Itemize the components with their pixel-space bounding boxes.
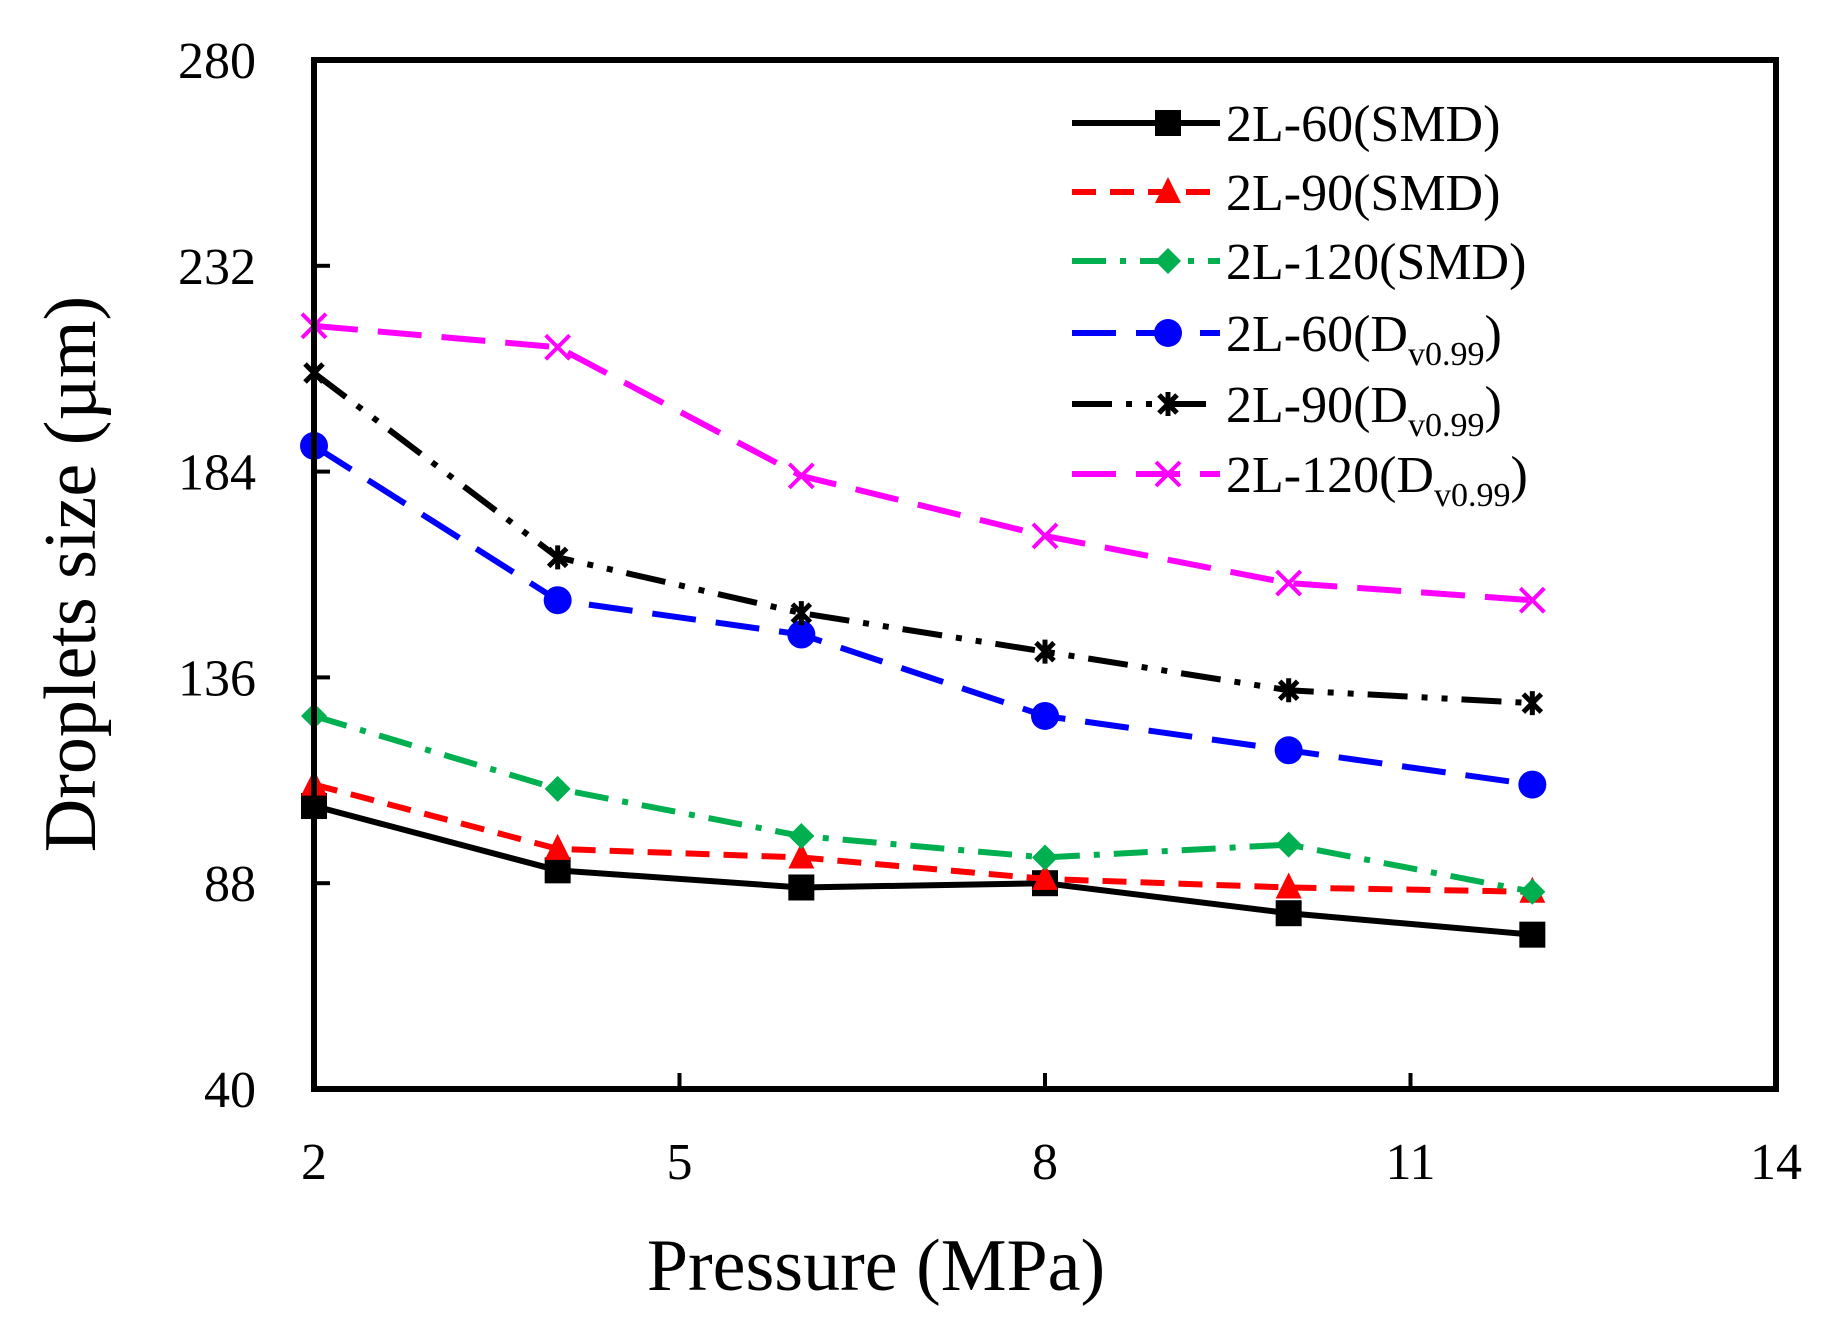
data-point bbox=[544, 333, 572, 361]
data-point bbox=[1518, 586, 1546, 614]
data-point bbox=[787, 620, 816, 649]
data-point bbox=[1031, 701, 1059, 730]
legend-label-subscript: v0.99 bbox=[1408, 336, 1485, 373]
data-point bbox=[788, 823, 815, 850]
legend-swatch-marker bbox=[1155, 177, 1181, 203]
legend-label-main: 2L-120(SMD) bbox=[1226, 234, 1526, 291]
legend-item: 2L-120(Dv0.99) bbox=[1072, 447, 1528, 514]
legend-item: 2L-90(Dv0.99) bbox=[1072, 377, 1502, 444]
data-point bbox=[1518, 770, 1547, 799]
legend-label-main: 2L-60(D bbox=[1226, 306, 1408, 363]
y-tick-label: 232 bbox=[178, 239, 256, 296]
data-point bbox=[1521, 691, 1544, 716]
legend-item: 2L-90(SMD) bbox=[1072, 165, 1500, 222]
x-tick-label: 2 bbox=[301, 1134, 327, 1191]
series-line bbox=[313, 713, 1533, 895]
data-point bbox=[788, 874, 815, 901]
y-axis-title: Droplets size (µm) bbox=[30, 296, 112, 852]
y-tick-label: 184 bbox=[178, 445, 256, 502]
y-axis: 40 88 136 184 232 280 bbox=[178, 33, 330, 1119]
series-3 bbox=[301, 702, 1546, 905]
data-point bbox=[1275, 900, 1302, 927]
series-line bbox=[312, 370, 1533, 707]
legend-label-end: ) bbox=[1510, 447, 1527, 504]
data-point bbox=[1275, 872, 1302, 899]
x-axis: 2 5 8 11 14 bbox=[301, 1073, 1802, 1191]
x-tick-label: 8 bbox=[1032, 1134, 1058, 1191]
series-4 bbox=[300, 431, 1547, 799]
data-point bbox=[1274, 736, 1303, 765]
data-point bbox=[1519, 878, 1546, 905]
data-point bbox=[1032, 844, 1058, 871]
x-tick-label: 5 bbox=[667, 1134, 693, 1191]
legend-label-end: ) bbox=[1484, 306, 1501, 363]
x-tick-label: 11 bbox=[1385, 1134, 1435, 1191]
data-point bbox=[543, 586, 572, 615]
data-point bbox=[790, 601, 813, 626]
legend-label-end: ) bbox=[1484, 377, 1501, 434]
data-point bbox=[1519, 921, 1546, 948]
legend-swatch-marker bbox=[1155, 110, 1181, 136]
data-point bbox=[1034, 639, 1056, 664]
data-point bbox=[1275, 831, 1302, 858]
legend-label: 2L-120(Dv0.99) bbox=[1226, 447, 1528, 514]
legend-label-subscript: v0.99 bbox=[1408, 407, 1485, 444]
data-point bbox=[544, 833, 571, 860]
legend-label: 2L-60(Dv0.99) bbox=[1226, 306, 1502, 373]
legend-swatch-marker bbox=[1154, 319, 1182, 347]
series-line bbox=[313, 781, 1533, 895]
x-axis-title: Pressure (MPa) bbox=[647, 1225, 1105, 1307]
legend-swatch-marker bbox=[1157, 392, 1179, 416]
y-tick-label: 40 bbox=[204, 1062, 256, 1119]
legend-label-main: 2L-60(SMD) bbox=[1226, 96, 1500, 153]
data-point bbox=[1275, 569, 1303, 597]
series-layer bbox=[300, 312, 1547, 948]
data-point bbox=[787, 462, 815, 490]
data-point bbox=[1032, 863, 1058, 890]
series-line bbox=[313, 803, 1533, 938]
y-tick-label: 88 bbox=[204, 856, 256, 913]
data-point bbox=[546, 545, 569, 570]
legend-swatch-marker bbox=[1154, 460, 1182, 488]
legend-label: 2L-90(Dv0.99) bbox=[1226, 377, 1502, 444]
data-point bbox=[1277, 678, 1300, 703]
series-line bbox=[312, 443, 1533, 788]
data-point bbox=[1031, 522, 1059, 550]
series-line bbox=[313, 322, 1533, 604]
legend-label: 2L-60(SMD) bbox=[1226, 96, 1500, 153]
y-tick-label: 280 bbox=[178, 33, 256, 90]
x-tick-label: 14 bbox=[1750, 1134, 1802, 1191]
legend-label: 2L-90(SMD) bbox=[1226, 165, 1500, 222]
legend-label-main: 2L-90(SMD) bbox=[1226, 165, 1500, 222]
legend-label-main: 2L-90(D bbox=[1226, 377, 1408, 434]
legend-item: 2L-60(Dv0.99) bbox=[1072, 306, 1502, 373]
data-point bbox=[544, 857, 571, 884]
legend-label: 2L-120(SMD) bbox=[1226, 234, 1526, 291]
legend-label-main: 2L-120(D bbox=[1226, 447, 1434, 504]
legend-item: 2L-120(SMD) bbox=[1072, 234, 1526, 291]
data-point bbox=[788, 842, 815, 869]
legend-label-subscript: v0.99 bbox=[1434, 477, 1511, 514]
data-point bbox=[544, 775, 571, 802]
y-tick-label: 136 bbox=[178, 650, 256, 707]
legend-item: 2L-60(SMD) bbox=[1072, 96, 1500, 153]
legend-swatch-marker bbox=[1155, 248, 1181, 274]
legend: 2L-60(SMD)2L-90(SMD)2L-120(SMD)2L-60(Dv0… bbox=[1072, 96, 1528, 514]
